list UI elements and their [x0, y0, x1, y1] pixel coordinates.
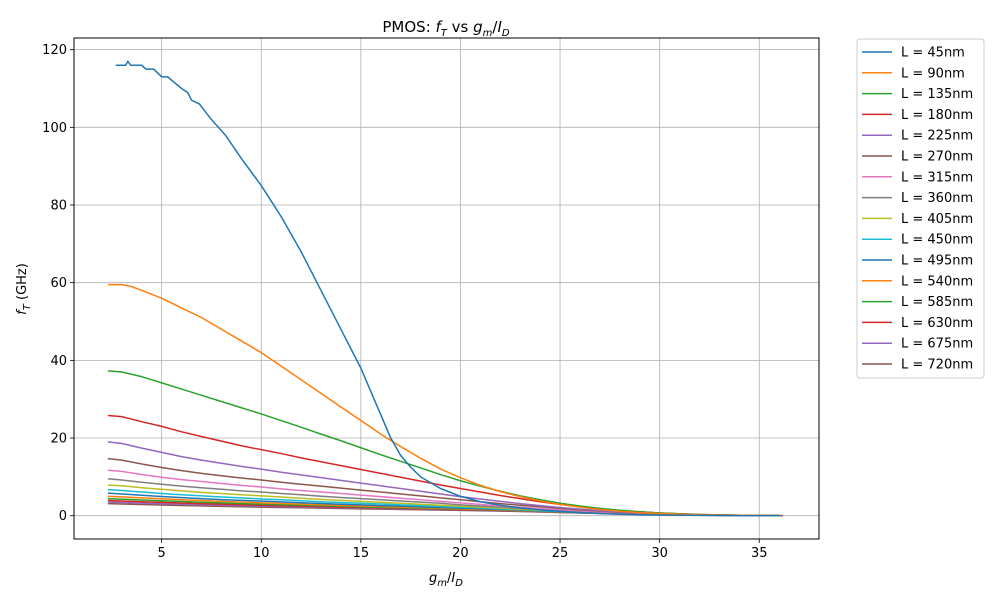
- legend-label-8: L = 405nm: [901, 212, 973, 227]
- y-axis-label: fT (GHz): [15, 263, 33, 315]
- legend-label-14: L = 675nm: [901, 337, 973, 352]
- legend-label-10: L = 495nm: [901, 254, 973, 269]
- x-tick-label: 30: [651, 546, 668, 561]
- y-tick-label: 120: [42, 43, 67, 58]
- legend-label-9: L = 450nm: [901, 233, 973, 248]
- x-tick-label: 15: [353, 546, 370, 561]
- x-tick-label: 20: [452, 546, 469, 561]
- legend-label-4: L = 225nm: [901, 129, 973, 144]
- x-tick-label: 10: [253, 546, 270, 561]
- series-line-2: [107, 370, 780, 517]
- axis-ticks: 5 10 15 20 25 30 35 0 20 40 60 80 100 120: [42, 43, 767, 561]
- series-line-0: [115, 60, 780, 517]
- y-tick-label: 0: [59, 509, 67, 524]
- legend-label-1: L = 90nm: [901, 66, 965, 81]
- legend-label-5: L = 270nm: [901, 150, 973, 165]
- legend-label-0: L = 45nm: [901, 46, 965, 61]
- legend-label-15: L = 720nm: [901, 358, 973, 373]
- y-tick-label: 60: [50, 276, 67, 291]
- y-tick-label: 20: [50, 432, 67, 447]
- legend-label-2: L = 135nm: [901, 87, 973, 102]
- legend-label-12: L = 585nm: [901, 295, 973, 310]
- legend-box: [856, 38, 985, 379]
- y-tick-label: 100: [42, 121, 67, 136]
- plot-series: [107, 60, 784, 517]
- x-tick-label: 35: [751, 546, 768, 561]
- plot-frame: [73, 37, 820, 540]
- legend-label-3: L = 180nm: [901, 108, 973, 123]
- legend-label-7: L = 360nm: [901, 191, 973, 206]
- series-line-1: [107, 283, 780, 517]
- chart-title: PMOS: fT vs gm/ID: [382, 18, 510, 39]
- legend: L = 45nm L = 90nm L = 135nm L = 180nm L = 22…: [856, 38, 985, 379]
- y-tick-label: 40: [50, 354, 67, 369]
- y-tick-label: 80: [50, 199, 67, 214]
- legend-label-6: L = 315nm: [901, 170, 973, 185]
- legend-label-11: L = 540nm: [901, 274, 973, 289]
- x-axis-label: gm/ID: [429, 571, 463, 589]
- legend-label-13: L = 630nm: [901, 316, 973, 331]
- x-tick-label: 5: [158, 546, 166, 561]
- x-tick-label: 25: [552, 546, 569, 561]
